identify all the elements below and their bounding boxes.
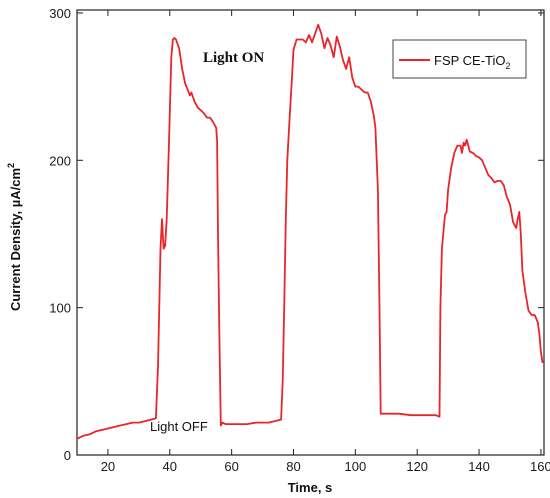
x-tick-label: 120 bbox=[406, 459, 428, 474]
annotation-light-on: Light ON bbox=[203, 50, 264, 66]
plot-frame bbox=[76, 9, 545, 456]
y-axis-title: Current Density, µA/cm2 bbox=[6, 163, 23, 311]
y-axis-title-sup: 2 bbox=[6, 163, 16, 168]
y-axis-ticks: 0 100 200 300 bbox=[49, 6, 544, 463]
x-tick-label: 160 bbox=[530, 459, 550, 474]
x-tick-label: 60 bbox=[224, 459, 238, 474]
x-tick-label: 140 bbox=[468, 459, 490, 474]
y-tick-label: 100 bbox=[49, 301, 71, 316]
x-tick-label: 100 bbox=[344, 459, 366, 474]
series-line-fsp-ce-tio2 bbox=[76, 23, 544, 440]
y-axis-title-main: Current Density, µA/cm bbox=[8, 168, 23, 311]
annotation-light-off: Light OFF bbox=[150, 419, 208, 434]
legend-label: FSP CE-TiO2 bbox=[434, 53, 511, 71]
x-axis-ticks: 20 40 60 80 100 120 140 160 bbox=[101, 10, 550, 474]
y-tick-label: 0 bbox=[64, 448, 71, 463]
legend-label-main: FSP CE-TiO bbox=[434, 53, 506, 68]
y-tick-label: 300 bbox=[49, 6, 71, 21]
legend-label-sub: 2 bbox=[506, 61, 511, 71]
x-tick-label: 80 bbox=[286, 459, 300, 474]
y-tick-label: 200 bbox=[49, 153, 71, 168]
x-axis-title: Time, s bbox=[288, 480, 333, 495]
legend: FSP CE-TiO2 bbox=[392, 39, 527, 79]
x-tick-label: 40 bbox=[163, 459, 177, 474]
x-tick-label: 20 bbox=[101, 459, 115, 474]
